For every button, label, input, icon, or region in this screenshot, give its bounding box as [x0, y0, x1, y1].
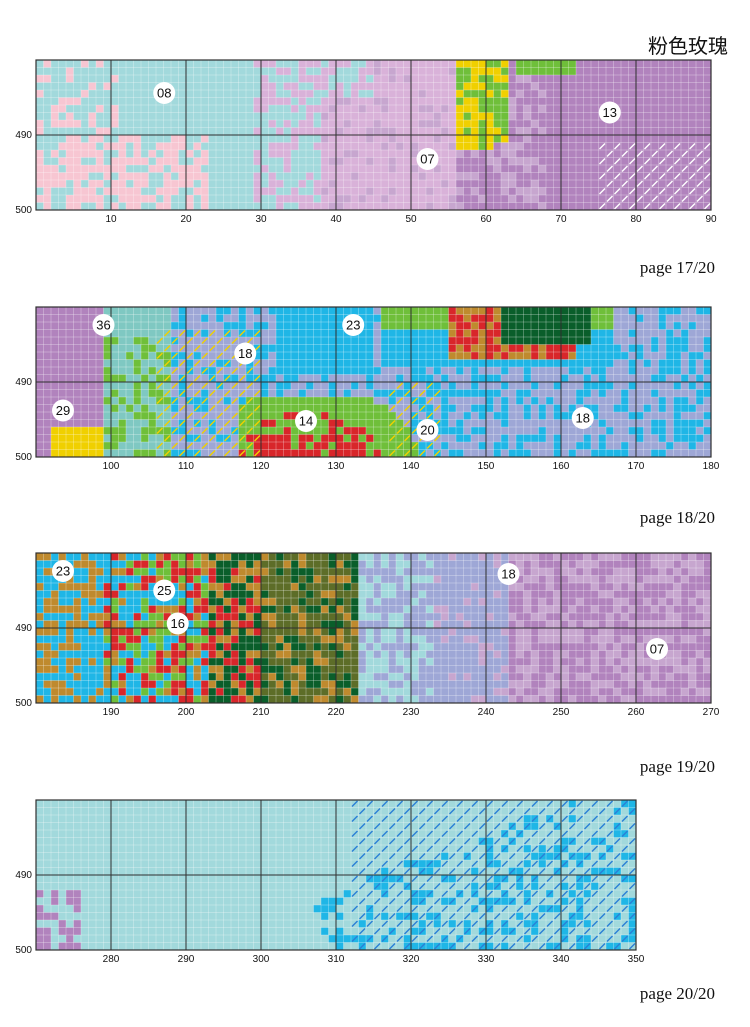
- color-number-label: 16: [166, 612, 189, 635]
- pattern-grid-4: 490 500 280 290 300 310 320 330 340 350: [15, 799, 645, 965]
- x-tick-label: 60: [480, 214, 492, 225]
- color-number-label: 25: [153, 579, 176, 602]
- y-tick-label: 500: [15, 452, 32, 463]
- svg-text:18: 18: [238, 346, 252, 361]
- x-tick-label: 170: [628, 461, 645, 472]
- chart-panel-4: 490 500 280 290 300 310 320 330 340 350: [0, 798, 730, 973]
- y-tick-label: 500: [15, 945, 32, 956]
- pattern-cells: [36, 60, 711, 210]
- color-number-label: 18: [234, 342, 257, 365]
- x-tick-label: 270: [703, 707, 720, 718]
- x-tick-label: 240: [478, 707, 495, 718]
- x-tick-label: 350: [628, 954, 645, 965]
- chart-panel-3: 490 500 190 200 210 220 230 240 250 260 270 23 25 16 1…: [0, 551, 730, 726]
- color-number-label: 13: [598, 101, 621, 124]
- x-tick-label: 220: [328, 707, 345, 718]
- page-label-2: page 18/20: [639, 508, 715, 527]
- pattern-cells: [36, 800, 636, 950]
- x-tick-label: 30: [255, 214, 267, 225]
- color-number-label: 29: [52, 399, 74, 422]
- svg-text:29: 29: [56, 403, 70, 418]
- pattern-title: 粉色玫瑰: [648, 34, 728, 58]
- pattern-grid-3: 490 500 190 200 210 220 230 240 250 260 270 23 25 16 1…: [15, 552, 720, 718]
- color-number-label: 08: [153, 82, 176, 104]
- x-tick-label: 330: [478, 954, 495, 965]
- x-tick-label: 110: [178, 461, 194, 472]
- y-tick-label: 500: [15, 205, 32, 216]
- y-tick-label: 490: [15, 623, 32, 634]
- y-tick-label: 490: [15, 377, 32, 388]
- x-tick-label: 250: [553, 707, 570, 718]
- y-tick-label: 490: [15, 870, 32, 881]
- x-tick-label: 20: [180, 214, 192, 225]
- color-number-label: 18: [571, 407, 594, 429]
- major-grid: [35, 552, 712, 704]
- color-number-label: 23: [52, 560, 74, 582]
- x-tick-label: 70: [555, 214, 567, 225]
- color-number-label: 07: [416, 148, 439, 170]
- x-tick-label: 260: [628, 707, 645, 718]
- x-tick-label: 100: [103, 461, 120, 472]
- x-tick-label: 10: [105, 214, 117, 225]
- x-tick-label: 230: [403, 707, 420, 718]
- page-label-1: page 17/20: [639, 258, 715, 277]
- color-number-label: 14: [295, 410, 317, 432]
- x-tick-label: 140: [403, 461, 420, 472]
- page-label-4: page 20/20: [639, 984, 715, 1003]
- x-tick-label: 340: [553, 954, 570, 965]
- x-tick-label: 120: [253, 461, 270, 472]
- x-tick-label: 210: [253, 707, 270, 718]
- x-tick-label: 150: [478, 461, 495, 472]
- svg-text:20: 20: [420, 423, 434, 438]
- major-grid: [35, 59, 712, 211]
- x-tick-label: 320: [403, 954, 420, 965]
- svg-text:07: 07: [420, 152, 434, 167]
- x-tick-label: 290: [178, 954, 195, 965]
- x-tick-label: 300: [253, 954, 270, 965]
- y-tick-label: 500: [15, 698, 32, 709]
- svg-text:36: 36: [96, 318, 110, 333]
- x-tick-label: 200: [178, 707, 195, 718]
- svg-text:13: 13: [603, 105, 617, 120]
- color-number-label: 07: [646, 638, 668, 660]
- major-grid: [35, 799, 637, 951]
- svg-text:23: 23: [346, 318, 360, 333]
- color-number-label: 36: [92, 314, 115, 336]
- x-tick-label: 180: [703, 461, 720, 472]
- chart-panel-2: 490 500 100 110 120 130 140 150 160 170 180 36 23 18 2…: [0, 305, 730, 480]
- x-tick-label: 280: [103, 954, 120, 965]
- y-tick-label: 490: [15, 130, 32, 141]
- svg-text:18: 18: [576, 411, 590, 426]
- pattern-grid-1: 490 500 10 20 30 40 50 60 70 80 90 08 07 13: [15, 59, 717, 225]
- pattern-cells: [36, 307, 711, 457]
- x-tick-label: 40: [330, 214, 342, 225]
- color-number-label: 18: [497, 563, 520, 585]
- x-tick-label: 80: [630, 214, 642, 225]
- x-tick-label: 130: [328, 461, 345, 472]
- pattern-grid-2: 490 500 100 110 120 130 140 150 160 170 180 36 23 18 2…: [15, 306, 720, 472]
- x-tick-label: 190: [103, 707, 120, 718]
- x-tick-label: 310: [328, 954, 345, 965]
- chart-panel-1: 490 500 10 20 30 40 50 60 70 80 90 08 07 13: [0, 58, 730, 233]
- major-grid: [35, 306, 712, 458]
- svg-text:08: 08: [157, 86, 171, 101]
- color-number-label: 23: [342, 314, 365, 336]
- color-number-label: 20: [416, 419, 439, 441]
- page-label-3: page 19/20: [639, 757, 715, 776]
- x-tick-label: 90: [705, 214, 717, 225]
- x-tick-label: 50: [405, 214, 417, 225]
- x-tick-label: 160: [553, 461, 570, 472]
- svg-text:14: 14: [299, 414, 313, 429]
